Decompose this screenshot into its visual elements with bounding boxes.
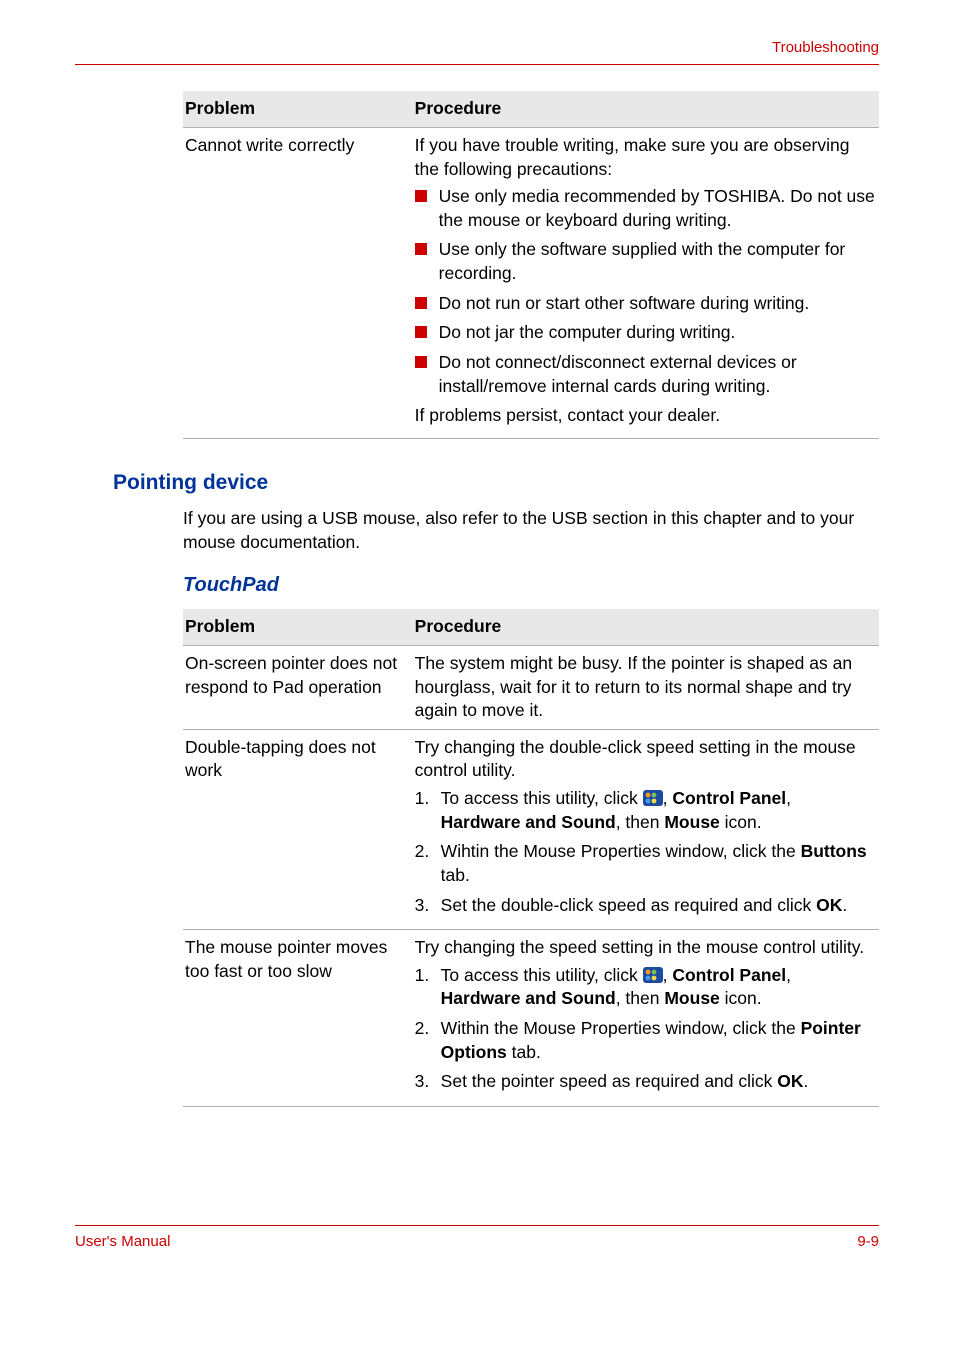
step-text: To access this utility, click , Control … [441,787,875,834]
step-text: Within the Mouse Properties window, clic… [441,1017,875,1064]
text-fragment: . [804,1071,809,1091]
step-item: 1. To access this utility, click , Contr… [415,787,875,834]
bullet-item: Do not jar the computer during writing. [415,321,875,345]
bold-label: OK [777,1071,803,1091]
header-section-label: Troubleshooting [75,38,879,58]
text-fragment: To access this utility, click [441,965,643,985]
procedure-intro: Try changing the speed setting in the mo… [415,936,875,960]
text-fragment: , [663,965,673,985]
bullet-item: Use only the software supplied with the … [415,238,875,285]
bullet-icon [415,356,427,368]
page-footer: User's Manual 9-9 [75,1225,879,1252]
bullet-icon [415,326,427,338]
col-header-procedure: Procedure [413,609,879,645]
text-fragment: icon. [720,988,762,1008]
step-text: Wihtin the Mouse Properties window, clic… [441,840,875,887]
bold-label: Control Panel [672,965,786,985]
bold-label: Control Panel [672,788,786,808]
text-fragment: To access this utility, click [441,788,643,808]
step-text: Set the double-click speed as required a… [441,894,875,918]
procedure-outro: If problems persist, contact your dealer… [415,404,875,428]
footer-rule [75,1225,879,1226]
step-item: 3. Set the double-click speed as require… [415,894,875,918]
step-number: 3. [415,894,441,918]
col-header-problem: Problem [183,91,413,127]
step-text: To access this utility, click , Control … [441,964,875,1011]
bullet-icon [415,243,427,255]
bullet-icon [415,190,427,202]
text-fragment: Set the pointer speed as required and cl… [441,1071,778,1091]
text-fragment: tab. [441,865,470,885]
step-number: 3. [415,1070,441,1094]
problem-cell: On-screen pointer does not respond to Pa… [183,645,413,729]
windows-start-icon [643,967,663,983]
text-fragment: , [663,788,673,808]
step-number: 1. [415,787,441,811]
text-fragment: . [842,895,847,915]
header-rule [75,64,879,65]
problem-cell: Double-tapping does not work [183,729,413,929]
text-fragment: , [786,788,791,808]
bold-label: OK [816,895,842,915]
bold-label: Mouse [664,812,719,832]
bold-label: Hardware and Sound [441,812,616,832]
procedure-cell: The system might be busy. If the pointer… [413,645,879,729]
bullet-text: Use only the software supplied with the … [439,238,875,285]
step-item: 2. Wihtin the Mouse Properties window, c… [415,840,875,887]
bold-label: Buttons [801,841,867,861]
troubleshooting-table-1: Problem Procedure Cannot write correctly… [183,91,879,439]
text-fragment: , then [616,812,665,832]
step-text: Set the pointer speed as required and cl… [441,1070,875,1094]
step-item: 2. Within the Mouse Properties window, c… [415,1017,875,1064]
windows-start-icon [643,790,663,806]
bullet-item: Do not run or start other software durin… [415,292,875,316]
col-header-procedure: Procedure [413,91,879,127]
bullet-text: Do not jar the computer during writing. [439,321,875,345]
heading-touchpad: TouchPad [183,572,879,599]
step-item: 1. To access this utility, click , Contr… [415,964,875,1011]
problem-cell: The mouse pointer moves too fast or too … [183,930,413,1107]
procedure-intro: If you have trouble writing, make sure y… [415,134,875,181]
bullet-text: Use only media recommended by TOSHIBA. D… [439,185,875,232]
bold-label: Mouse [664,988,719,1008]
problem-cell: Cannot write correctly [183,127,413,438]
text-fragment: icon. [720,812,762,832]
touchpad-table: Problem Procedure On-screen pointer does… [183,609,879,1107]
heading-pointing-device: Pointing device [113,469,879,497]
text-fragment: Within the Mouse Properties window, clic… [441,1018,801,1038]
procedure-cell: Try changing the speed setting in the mo… [413,930,879,1107]
bullet-item: Use only media recommended by TOSHIBA. D… [415,185,875,232]
text-fragment: Wihtin the Mouse Properties window, clic… [441,841,801,861]
procedure-cell: If you have trouble writing, make sure y… [413,127,879,438]
text-fragment: , [786,965,791,985]
text-fragment: tab. [507,1042,541,1062]
step-item: 3. Set the pointer speed as required and… [415,1070,875,1094]
footer-right: 9-9 [857,1232,879,1252]
bold-label: Hardware and Sound [441,988,616,1008]
col-header-problem: Problem [183,609,413,645]
bullet-text: Do not connect/disconnect external devic… [439,351,875,398]
pointing-intro: If you are using a USB mouse, also refer… [183,507,879,554]
footer-left: User's Manual [75,1232,170,1252]
procedure-cell: Try changing the double-click speed sett… [413,729,879,929]
bullet-icon [415,297,427,309]
step-number: 2. [415,840,441,864]
step-number: 1. [415,964,441,988]
text-fragment: , then [616,988,665,1008]
procedure-intro: Try changing the double-click speed sett… [415,736,875,783]
text-fragment: Set the double-click speed as required a… [441,895,817,915]
bullet-item: Do not connect/disconnect external devic… [415,351,875,398]
step-number: 2. [415,1017,441,1041]
bullet-text: Do not run or start other software durin… [439,292,875,316]
